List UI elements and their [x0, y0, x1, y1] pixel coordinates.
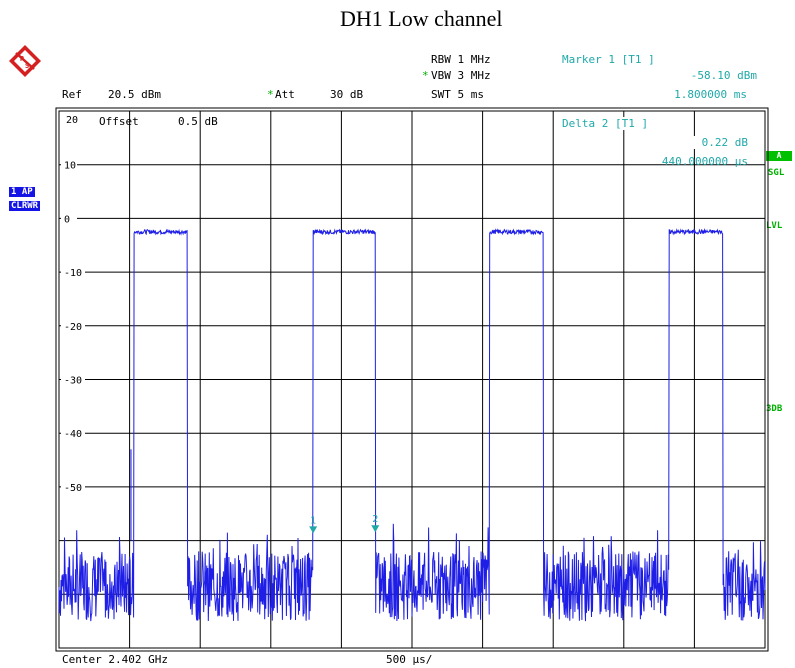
y-tick-label: 0 [64, 214, 70, 225]
frame-outer [55, 107, 769, 652]
offset-label: Offset [99, 115, 139, 128]
att-label: Att [275, 88, 295, 101]
marker-label-1: 1 [310, 515, 316, 526]
trace-line [58, 228, 766, 622]
marker-1 [309, 526, 318, 534]
tick-bg [61, 481, 85, 492]
att-value: 30 dB [330, 88, 364, 101]
y-tick-label: -20 [64, 322, 82, 333]
tick-bg [61, 267, 85, 278]
marker-2 [371, 525, 380, 533]
y-tick-label: 10 [64, 161, 76, 172]
trace [58, 228, 766, 622]
vbw-setting: VBW 3 MHz [431, 69, 491, 82]
marker1-level: -58.10 dBm [690, 69, 757, 82]
tick-bg [61, 159, 77, 170]
time-per-division: 500 µs/ [386, 653, 433, 666]
delta2-label: Delta 2 [T1 ] [562, 117, 649, 130]
y-tick-label: -50 [64, 483, 82, 494]
vbw-asterisk: * [422, 69, 429, 82]
tick-bg [61, 320, 85, 331]
y-tick-label: 20 [66, 115, 78, 126]
chart-title: DH1 Low channel [340, 6, 503, 31]
y-tick-label: -10 [64, 268, 82, 279]
offset-value: 0.5 dB [178, 115, 218, 128]
marker-label-2: 2 [372, 514, 378, 525]
3db-label: 3DB [766, 404, 783, 414]
a-badge: A [766, 151, 792, 161]
ref-label: Ref [62, 88, 82, 101]
ref-value: 20.5 dBm [108, 88, 161, 101]
clrwr-badge: CLRWR [9, 201, 41, 211]
swt-setting: SWT 5 ms [431, 88, 484, 101]
marker1-label: Marker 1 [T1 ] [562, 53, 655, 66]
tick-bg [61, 428, 85, 439]
delta2-level: 0.22 dB [650, 136, 748, 149]
svg-text:R: R [20, 55, 25, 63]
y-tick-label: -40 [64, 429, 82, 440]
tick-bg [61, 374, 85, 385]
center-frequency: Center 2.402 GHz [62, 653, 168, 666]
tick-bg [61, 213, 77, 224]
trace-mode-badge: 1 AP [9, 187, 35, 197]
y-tick-labels: 20 10 0 -10 -20 -30 -40 -50 [61, 115, 85, 494]
rbw-setting: RBW 1 MHz [431, 53, 491, 66]
att-asterisk: * [267, 88, 274, 101]
marker1-time: 1.800000 ms [674, 88, 747, 101]
y-tick-label: -30 [64, 376, 82, 387]
rohde-schwarz-logo-icon: R S [9, 45, 41, 77]
delta2-time: 440.000000 µs [661, 155, 748, 168]
sgl-label: SGL [768, 168, 785, 178]
svg-text:S: S [25, 62, 29, 70]
lvl-label: LVL [766, 221, 783, 231]
